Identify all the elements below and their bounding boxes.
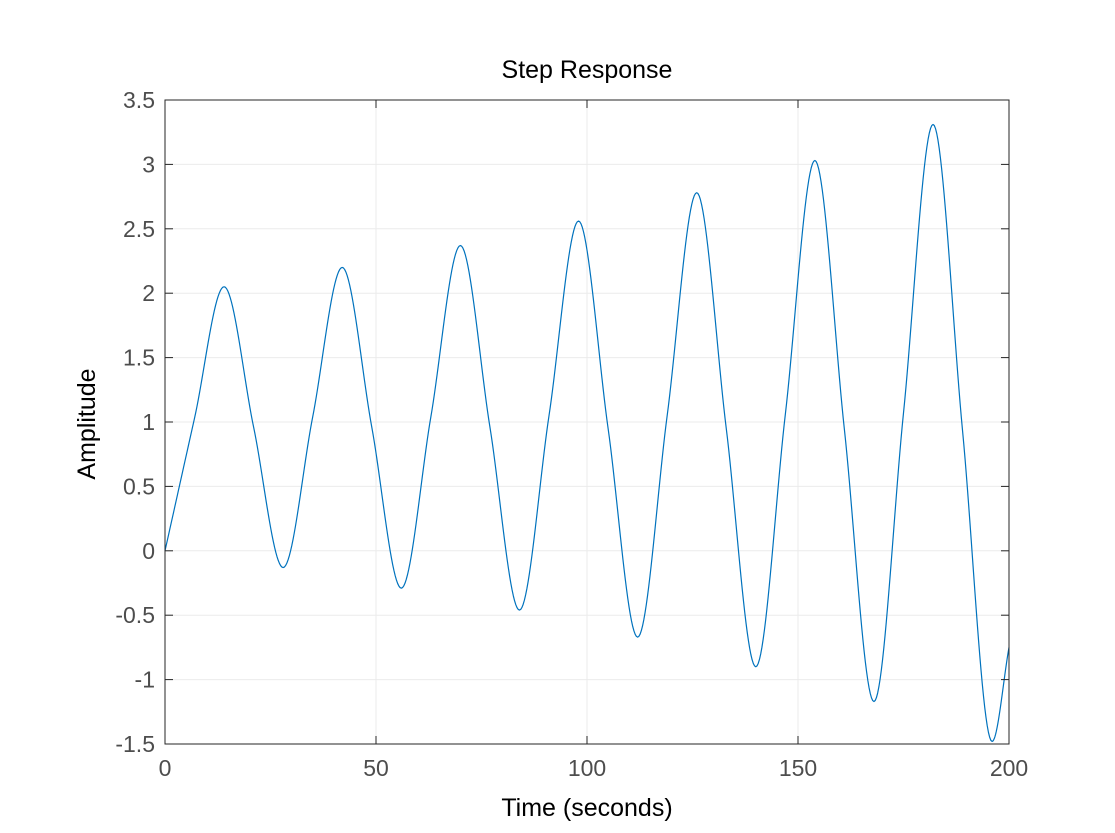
x-tick-label: 0 bbox=[159, 755, 172, 781]
chart-title: Step Response bbox=[502, 56, 673, 84]
y-tick-label: 1.5 bbox=[123, 345, 155, 371]
y-tick-label: 3.5 bbox=[123, 87, 155, 113]
grid-lines bbox=[165, 100, 1009, 744]
y-tick-label: 3 bbox=[142, 151, 155, 177]
x-tick-label: 100 bbox=[568, 755, 606, 781]
y-tick-label: 1 bbox=[142, 409, 155, 435]
x-tick-label: 50 bbox=[363, 755, 389, 781]
y-tick-labels: -1.5 -1 -0.5 0 0.5 1 1.5 2 2.5 3 3.5 bbox=[115, 87, 155, 757]
y-tick-label: -0.5 bbox=[115, 602, 155, 628]
y-tick-label: -1 bbox=[135, 667, 155, 693]
x-tick-label: 150 bbox=[779, 755, 817, 781]
y-axis-label: Amplitude bbox=[73, 368, 101, 479]
plot-area bbox=[164, 99, 1010, 745]
y-tick-label: 2.5 bbox=[123, 216, 155, 242]
x-axis-label: Time (seconds) bbox=[501, 794, 672, 822]
x-tick-labels: 0 50 100 150 200 bbox=[159, 755, 1029, 781]
step-response-line bbox=[164, 123, 1010, 743]
y-tick-label: 2 bbox=[142, 280, 155, 306]
y-tick-label: -1.5 bbox=[115, 731, 155, 757]
y-tick-label: 0 bbox=[142, 538, 155, 564]
series-layer bbox=[164, 123, 1010, 743]
y-tick-label: 0.5 bbox=[123, 473, 155, 499]
axes-box bbox=[164, 99, 1010, 745]
x-tick-label: 200 bbox=[990, 755, 1028, 781]
